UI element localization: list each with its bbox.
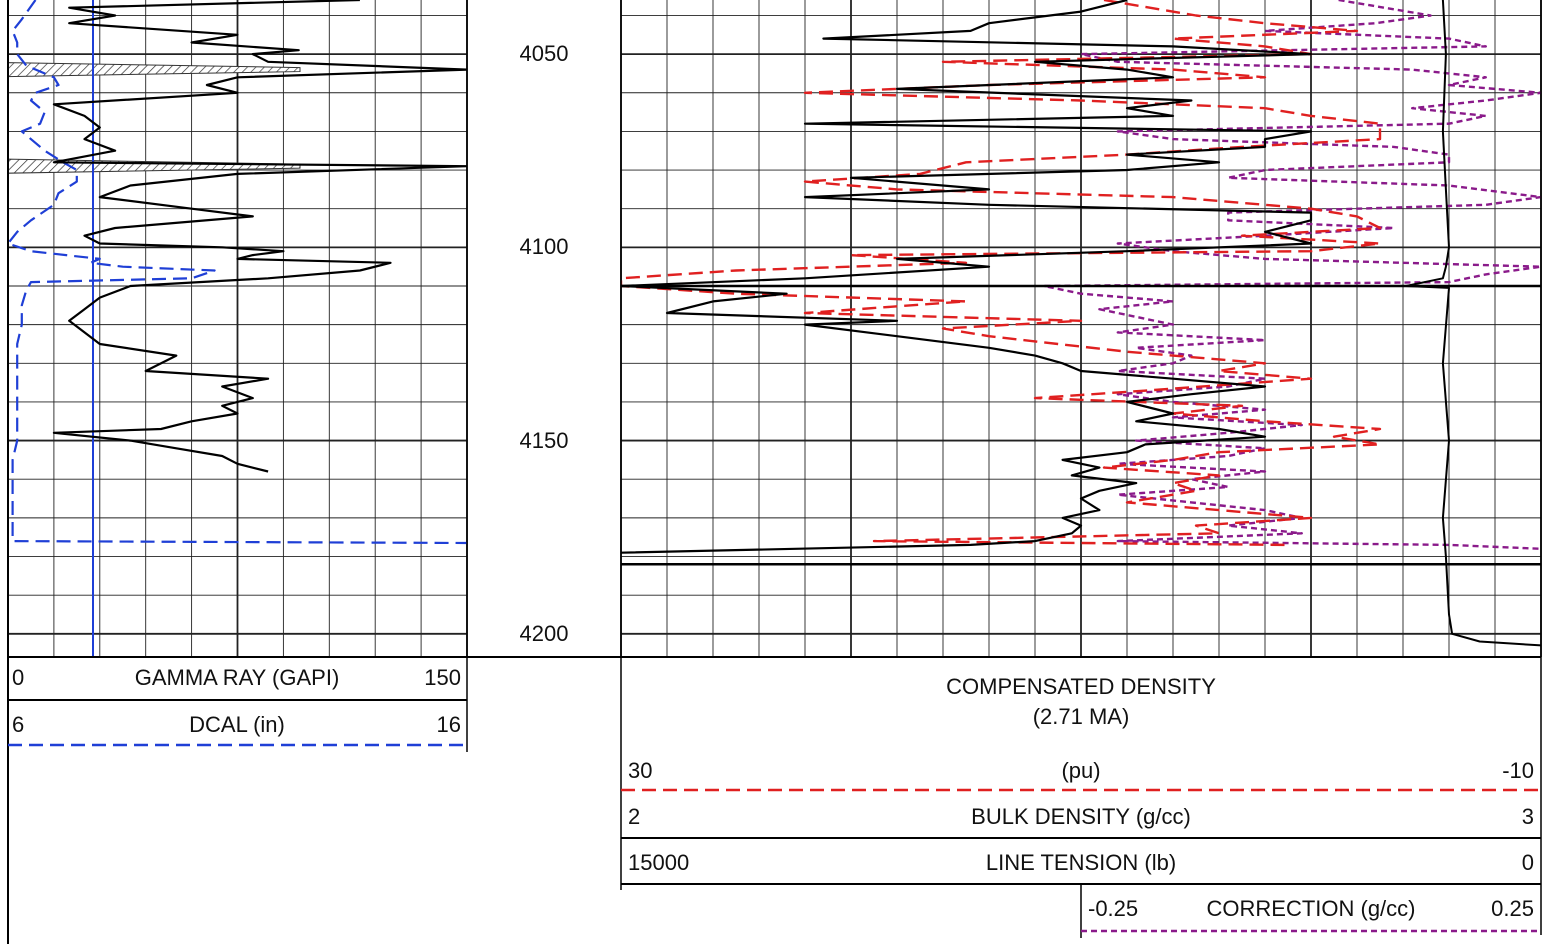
depth-tick-label: 4050 (519, 41, 569, 67)
track2-curves (621, 0, 1541, 647)
rhob-scale-min: 2 (628, 804, 641, 829)
depth-tick-label: 4150 (519, 427, 569, 453)
tension-curve-name: LINE TENSION (lb) (985, 850, 1177, 875)
depth-tick-label: 4100 (519, 234, 569, 260)
track1-curves (8, 0, 467, 657)
rhob-scale-max: 3 (1521, 804, 1534, 829)
hatched-marker (7, 158, 301, 174)
correction-curve (1042, 0, 1541, 550)
bulk-density-curve (621, 0, 1313, 554)
correction-scale-max: 0.25 (1491, 896, 1534, 921)
gr-scale-min: 0 (12, 665, 25, 690)
den-curve-name: (pu) (1061, 758, 1101, 783)
density-porosity-curve (621, 0, 1382, 547)
dcal-curve-name: DCAL (in) (189, 712, 285, 737)
track2-grid (620, 0, 1542, 657)
header-frame-group (7, 0, 1542, 944)
depth-tick-label: 4200 (519, 620, 569, 646)
dcal-scale-max: 16 (436, 712, 461, 737)
marker-group (7, 62, 301, 174)
line-tension-curve (1405, 0, 1541, 647)
dcal-scale-min: 6 (12, 712, 25, 737)
correction-curve-name: CORRECTION (g/cc) (1206, 896, 1416, 921)
den-scale-min: 30 (628, 758, 653, 783)
correction-scale-min: -0.25 (1088, 896, 1139, 921)
dcal-curve (8, 0, 467, 545)
gamma-ray-curve (52, 0, 467, 473)
tension-scale-max: 0 (1521, 850, 1534, 875)
gr-scale-max: 150 (424, 665, 461, 690)
density-subtitle: (2.71 MA) (1032, 704, 1130, 729)
hatched-marker (7, 62, 301, 78)
rhob-curve-name: BULK DENSITY (g/cc) (971, 804, 1191, 829)
gr-curve-name: GAMMA RAY (GAPI) (134, 665, 340, 690)
curve-group (8, 0, 1541, 657)
track1-grid (7, 0, 468, 657)
den-scale-max: -10 (1502, 758, 1534, 783)
tension-scale-min: 15000 (628, 850, 690, 875)
density-title: COMPENSATED DENSITY (946, 674, 1216, 699)
